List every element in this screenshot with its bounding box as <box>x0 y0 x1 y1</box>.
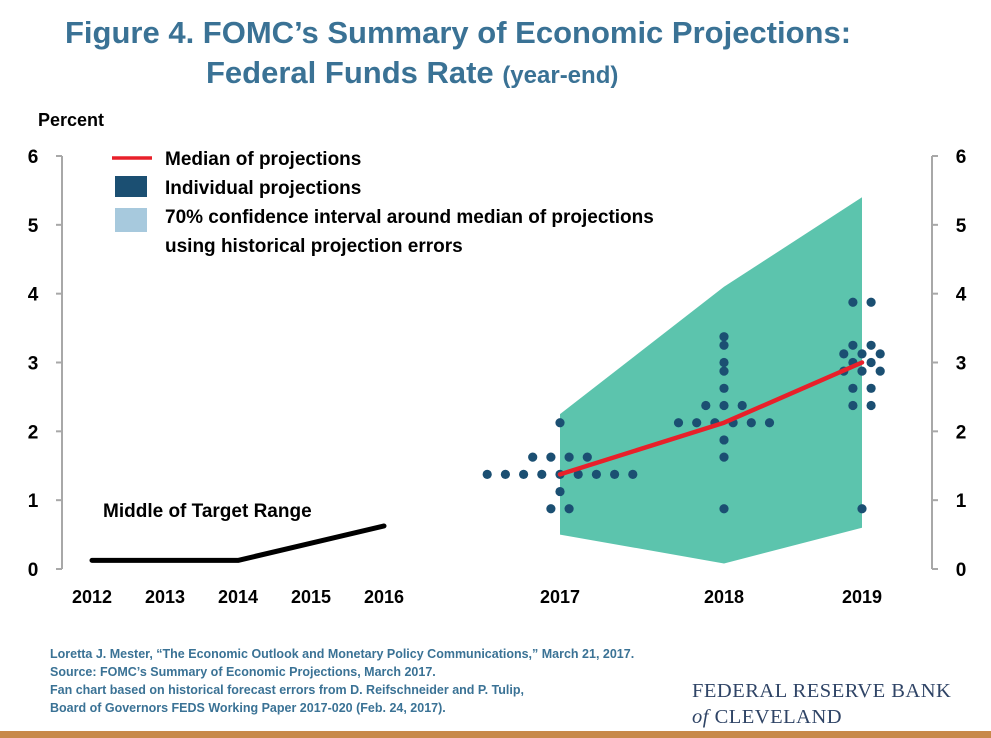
target-range-line <box>89 523 387 563</box>
projection-dot <box>500 469 510 479</box>
median-line <box>557 360 865 477</box>
projection-dot <box>555 418 565 428</box>
brand-cleveland: CLEVELAND <box>714 706 843 728</box>
legend-individual-swatch <box>115 176 147 197</box>
projection-dot <box>857 366 867 376</box>
y-tick-label-right: 1 <box>956 491 967 512</box>
y-tick-label-left: 5 <box>28 216 39 237</box>
y-tick-label-right: 6 <box>956 147 967 168</box>
x-tick-label: 2016 <box>364 587 404 607</box>
projection-dot <box>719 400 729 411</box>
projection-dot <box>719 332 729 342</box>
axes: 0 0 1 1 2 2 3 3 4 4 5 5 6 6 2012 2013 2014 2015 2016 2017 20… <box>28 147 967 607</box>
projection-dot <box>546 452 556 462</box>
legend-median-label: Median of projections <box>165 149 361 170</box>
source-line-3: Fan chart based on historical forecast e… <box>50 683 524 697</box>
projection-dot <box>719 366 729 376</box>
projection-dot <box>848 340 858 350</box>
x-tick-label: 2019 <box>842 587 882 607</box>
projection-dot <box>866 400 876 411</box>
legend-interval-label-1: 70% confidence interval around median of… <box>165 207 654 228</box>
projection-dot <box>537 469 547 479</box>
y-tick-label-left: 4 <box>28 285 39 306</box>
x-tick-label: 2013 <box>145 587 185 607</box>
x-tick-label: 2014 <box>218 587 258 607</box>
x-tick-label: 2015 <box>291 587 331 607</box>
projection-dot <box>746 418 756 428</box>
projection-dot <box>857 504 867 514</box>
projection-dot <box>737 400 747 411</box>
fed-cleveland-logo: FEDERAL RESERVE BANK of CLEVELAND <box>692 678 951 730</box>
y-tick-label-left: 3 <box>28 354 39 375</box>
projection-dot <box>482 469 492 479</box>
projection-dot <box>582 452 592 462</box>
projection-dot <box>866 383 876 393</box>
source-line-4: Board of Governors FEDS Working Paper 20… <box>50 701 446 715</box>
projection-dot <box>610 469 620 479</box>
projection-dot <box>866 340 876 350</box>
x-tick-label: 2012 <box>72 587 112 607</box>
title-suffix: (year-end) <box>502 62 619 89</box>
bottom-accent-bar <box>0 731 991 738</box>
projection-dot <box>701 400 711 411</box>
x-tick-label: 2018 <box>704 587 744 607</box>
x-tick-label: 2017 <box>540 587 580 607</box>
projection-dot <box>719 504 729 514</box>
projection-dot <box>519 469 529 479</box>
brand-line-1: FEDERAL RESERVE BANK <box>692 680 952 702</box>
projection-dot <box>719 357 729 368</box>
y-tick-label-right: 4 <box>956 285 967 306</box>
y-tick-label-left: 1 <box>28 491 39 512</box>
projection-dot <box>546 504 556 514</box>
legend-interval-label-2: using historical projection errors <box>165 236 463 257</box>
source-notes: Loretta J. Mester, “The Economic Outlook… <box>50 645 634 717</box>
y-tick-label-right: 3 <box>956 354 967 375</box>
legend-interval-swatch <box>115 208 147 232</box>
legend: Median of projections Individual project… <box>112 149 654 257</box>
title-line-2: Federal Funds Rate (year-end) <box>206 54 618 95</box>
title-main: Federal Funds Rate <box>206 55 494 90</box>
projection-dot <box>591 469 602 479</box>
projection-dot <box>673 418 684 428</box>
y-tick-label-left: 2 <box>28 422 39 443</box>
y-axis-title: Percent <box>38 110 104 130</box>
source-line-2: Source: FOMC’s Summary of Economic Proje… <box>50 665 436 679</box>
target-range-annotation: Middle of Target Range <box>103 501 312 522</box>
brand-of: of <box>692 706 709 728</box>
y-tick-label-left: 0 <box>28 560 39 581</box>
brand-line-2: of CLEVELAND <box>692 704 951 730</box>
projection-dot <box>528 452 538 462</box>
projection-dot <box>719 383 729 393</box>
projection-dot <box>692 418 702 428</box>
y-tick-label-right: 5 <box>956 216 967 237</box>
projection-dot <box>628 469 638 479</box>
projection-dot <box>764 418 775 428</box>
projection-dot <box>875 366 885 376</box>
projection-dot <box>564 452 574 462</box>
individual-projections <box>482 297 885 514</box>
projection-dot <box>866 357 876 368</box>
projection-dot <box>857 349 867 359</box>
projection-dot <box>848 400 858 411</box>
y-tick-label-right: 0 <box>956 560 967 581</box>
projection-dot <box>848 383 858 393</box>
projection-dot <box>719 452 729 462</box>
projection-dot <box>866 297 876 307</box>
projection-dot <box>719 340 729 350</box>
y-tick-label-right: 2 <box>956 422 967 443</box>
projection-dot <box>573 469 583 479</box>
projection-dot <box>839 349 849 359</box>
y-tick-label-left: 6 <box>28 147 39 168</box>
projection-dot <box>555 486 565 497</box>
title-line-1: Figure 4. FOMC’s Summary of Economic Pro… <box>65 15 852 50</box>
source-line-1: Loretta J. Mester, “The Economic Outlook… <box>50 647 635 661</box>
projection-dot <box>564 504 574 514</box>
projection-dot <box>848 297 858 307</box>
legend-individual-label: Individual projections <box>165 178 361 199</box>
projection-dot <box>875 349 885 359</box>
projection-dot <box>719 435 729 445</box>
